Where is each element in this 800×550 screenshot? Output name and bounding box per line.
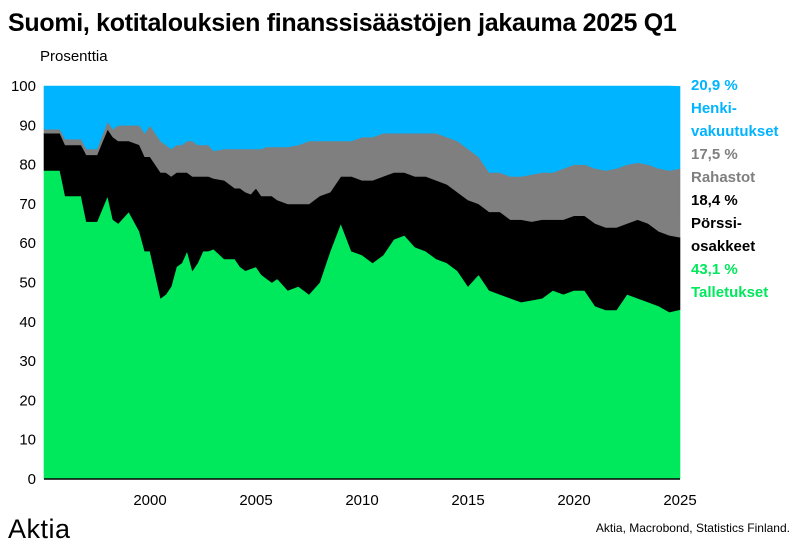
legend-label: Rahastot — [691, 169, 756, 186]
x-tick-label: 2025 — [663, 492, 696, 509]
source-note: Aktia, Macrobond, Statistics Finland. — [595, 521, 790, 535]
area-henkivakuutukset — [43, 85, 681, 177]
x-tick-label: 2010 — [345, 492, 378, 509]
area-series-group — [43, 85, 681, 480]
legend-label: Talletukset — [691, 284, 769, 301]
x-tick-label: 2005 — [239, 492, 272, 509]
legend-item-talletukset: 43,1 % Talletukset — [691, 258, 799, 304]
legend-item-henkivakuutukset: 20,9 % Henki- vakuutukset — [691, 74, 799, 143]
legend-item-rahastot: 17,5 % Rahastot — [691, 143, 799, 189]
x-tick-label: 2000 — [133, 492, 166, 509]
y-tick-label: 50 — [19, 275, 36, 292]
y-tick-label: 80 — [19, 157, 36, 174]
legend-value: 43,1 % — [691, 261, 738, 278]
legend-label: Pörssi- osakkeet — [691, 215, 756, 255]
legend-value: 17,5 % — [691, 146, 738, 163]
y-tick-label: 100 — [11, 78, 36, 95]
y-tick-label: 20 — [19, 392, 36, 409]
x-tick-label: 2015 — [451, 492, 484, 509]
y-tick-label: 0 — [28, 471, 36, 488]
y-tick-labels: 0 10 20 30 40 50 60 70 80 90 100 — [11, 78, 36, 488]
y-tick-label: 40 — [19, 314, 36, 331]
legend-value: 18,4 % — [691, 192, 738, 209]
aktia-logo: Aktia — [8, 514, 71, 544]
chart-title: Suomi, kotitalouksien finanssisäästöjen … — [8, 9, 677, 37]
y-tick-label: 10 — [19, 432, 36, 449]
y-tick-label: 70 — [19, 196, 36, 213]
x-tick-label: 2020 — [557, 492, 590, 509]
legend: 20,9 % Henki- vakuutukset 17,5 % Rahasto… — [691, 74, 799, 304]
legend-label: Henki- vakuutukset — [691, 100, 779, 140]
legend-value: 20,9 % — [691, 77, 738, 94]
x-tick-labels: 2000 2005 2010 2015 2020 2025 — [133, 492, 696, 509]
y-tick-label: 90 — [19, 117, 36, 134]
y-tick-label: 30 — [19, 353, 36, 370]
y-axis-label: Prosenttia — [40, 48, 108, 65]
y-tick-label: 60 — [19, 235, 36, 252]
legend-item-porssiosakkeet: 18,4 % Pörssi- osakkeet — [691, 189, 799, 258]
